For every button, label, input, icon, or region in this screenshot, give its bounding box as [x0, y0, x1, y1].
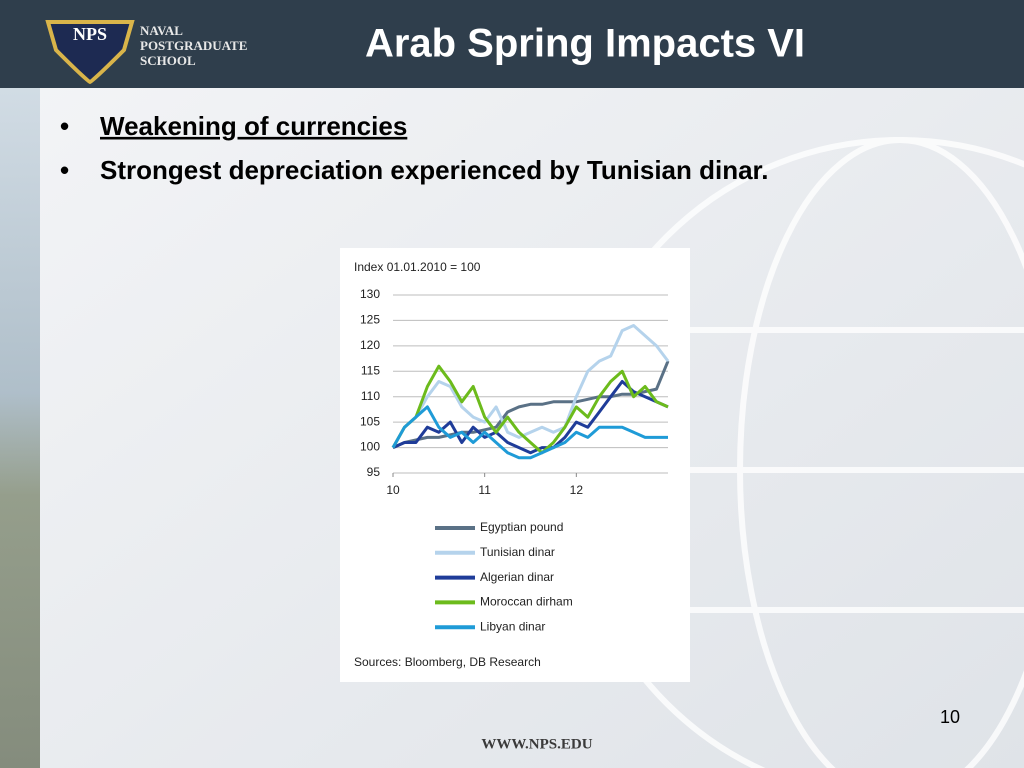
x-tick-label: 12	[570, 483, 584, 497]
logo-badge-text: NPS	[73, 24, 107, 44]
x-tick-label: 11	[478, 483, 491, 497]
legend-label: Tunisian dinar	[480, 545, 555, 559]
logo-text: NAVAL	[140, 23, 183, 38]
x-tick-label: 10	[386, 483, 400, 497]
page-number: 10	[940, 707, 960, 727]
y-tick-label: 115	[361, 363, 380, 377]
legend-label: Egyptian pound	[480, 520, 563, 534]
campus-strip	[0, 88, 40, 768]
bullet: Strongest depreciation experienced by Tu…	[100, 155, 768, 185]
series-line	[391, 324, 670, 449]
y-tick-label: 100	[360, 440, 380, 454]
bullet-marker: •	[60, 155, 69, 185]
header-bar	[0, 0, 1024, 88]
logo-text: SCHOOL	[140, 53, 196, 68]
footer-url: WWW.NPS.EDU	[481, 736, 592, 752]
bullet-marker: •	[60, 111, 69, 141]
series-line	[392, 380, 669, 455]
series-line	[391, 364, 669, 455]
legend-label: Libyan dinar	[480, 619, 545, 633]
y-tick-label: 105	[360, 414, 380, 428]
y-tick-label: 120	[360, 338, 380, 352]
y-tick-label: 125	[360, 313, 380, 327]
series-line	[391, 405, 668, 460]
y-axis-label: Index 01.01.2010 = 100	[354, 260, 481, 274]
logo-badge	[45, 20, 135, 85]
logo-text: POSTGRADUATE	[140, 38, 247, 53]
y-tick-label: 95	[367, 465, 381, 479]
legend-label: Algerian dinar	[480, 570, 554, 584]
series-line	[392, 360, 670, 449]
chart-panel	[340, 248, 690, 682]
chart-source: Sources: Bloomberg, DB Research	[354, 655, 541, 669]
slide-title: Arab Spring Impacts VI	[365, 22, 805, 66]
legend-label: Moroccan dirham	[480, 595, 573, 609]
y-tick-label: 110	[361, 389, 380, 403]
y-tick-label: 130	[360, 287, 380, 301]
bullet: Weakening of currencies	[100, 111, 407, 141]
